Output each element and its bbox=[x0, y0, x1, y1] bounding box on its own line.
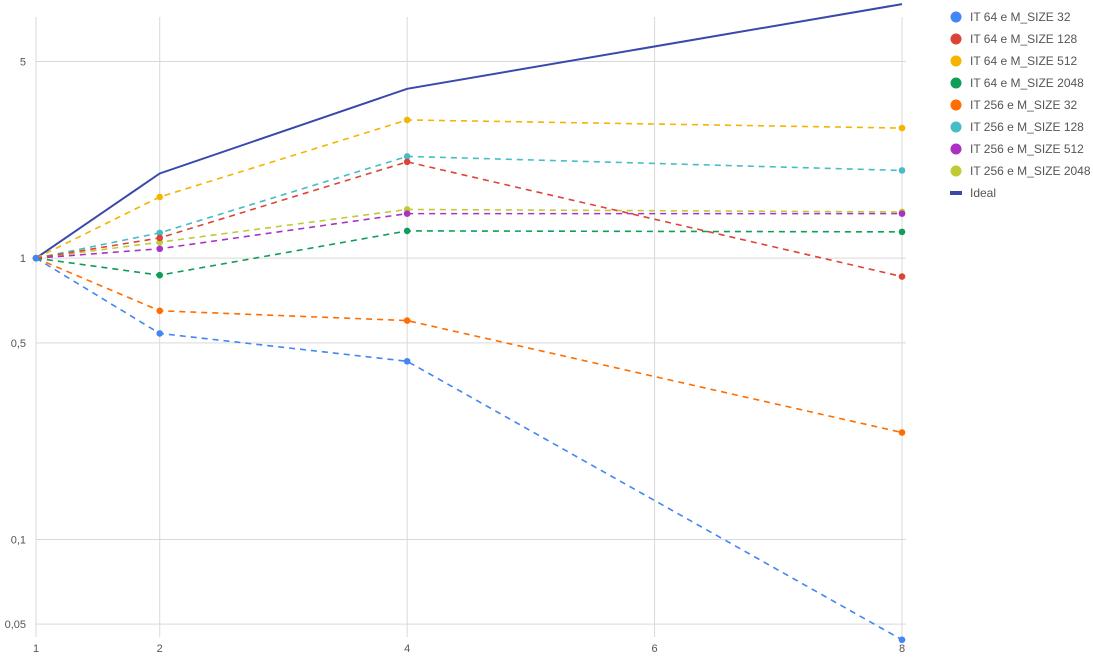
grid bbox=[35, 17, 906, 637]
data-point bbox=[403, 153, 411, 160]
data-point bbox=[156, 330, 164, 337]
legend-label: IT 64 e M_SIZE 128 bbox=[970, 32, 1077, 46]
data-point bbox=[156, 307, 164, 315]
series-line bbox=[35, 119, 903, 259]
y-tick-label: 0,1 bbox=[11, 534, 26, 546]
legend-label: IT 256 e M_SIZE 2048 bbox=[970, 164, 1091, 178]
legend-label: IT 64 e M_SIZE 512 bbox=[970, 54, 1077, 68]
legend-swatch bbox=[950, 121, 962, 133]
y-tick-label: 0,05 bbox=[5, 619, 26, 631]
series-it-256-e-m-size-512 bbox=[32, 210, 906, 262]
legend-item-it-64-e-m-size-2048[interactable]: IT 64 e M_SIZE 2048 bbox=[950, 76, 1085, 90]
series-it-256-e-m-size-128 bbox=[32, 153, 906, 262]
data-point bbox=[156, 193, 164, 201]
series-lines bbox=[32, 3, 906, 644]
data-point bbox=[898, 228, 906, 236]
data-point bbox=[898, 273, 906, 280]
series-it-64-e-m-size-32 bbox=[32, 254, 906, 644]
series-line bbox=[35, 257, 903, 641]
legend-item-it-64-e-m-size-128[interactable]: IT 64 e M_SIZE 128 bbox=[950, 32, 1078, 46]
data-point bbox=[156, 229, 164, 237]
legend-label: IT 256 e M_SIZE 32 bbox=[970, 98, 1077, 112]
data-point bbox=[156, 234, 164, 242]
legend-item-it-256-e-m-size-128[interactable]: IT 256 e M_SIZE 128 bbox=[950, 120, 1085, 134]
data-point bbox=[898, 429, 906, 436]
data-point bbox=[32, 254, 40, 262]
data-point bbox=[898, 167, 906, 174]
legend-swatch bbox=[950, 33, 962, 45]
x-axis-ticks: 1 2 4 6 8 bbox=[33, 643, 905, 655]
data-point bbox=[156, 271, 164, 279]
legend-label: IT 256 e M_SIZE 512 bbox=[970, 142, 1084, 156]
series-line bbox=[35, 257, 903, 434]
x-tick-label: 6 bbox=[652, 643, 658, 655]
series-ideal bbox=[35, 3, 903, 259]
legend-item-ideal[interactable]: Ideal bbox=[950, 186, 996, 200]
series-line bbox=[35, 155, 903, 259]
legend-swatch bbox=[950, 191, 962, 195]
y-tick-label: 1 bbox=[20, 253, 26, 265]
legend-label: IT 64 e M_SIZE 32 bbox=[970, 10, 1071, 24]
data-point bbox=[403, 116, 411, 124]
y-axis-ticks: 0,05 0,1 0,5 1 5 bbox=[5, 57, 26, 632]
legend-swatch bbox=[950, 99, 962, 111]
data-point bbox=[156, 245, 164, 253]
legend-swatch bbox=[950, 165, 962, 177]
data-point bbox=[898, 210, 906, 217]
data-point bbox=[403, 210, 411, 217]
legend-label: IT 64 e M_SIZE 2048 bbox=[970, 76, 1084, 90]
series-line bbox=[35, 161, 903, 278]
x-tick-label: 1 bbox=[33, 643, 39, 655]
legend: IT 64 e M_SIZE 32 IT 64 e M_SIZE 128 IT 64… bbox=[950, 10, 1091, 200]
legend-item-it-256-e-m-size-32[interactable]: IT 256 e M_SIZE 32 bbox=[950, 98, 1078, 112]
data-point bbox=[403, 357, 411, 365]
x-tick-label: 2 bbox=[157, 643, 163, 655]
legend-item-it-64-e-m-size-512[interactable]: IT 64 e M_SIZE 512 bbox=[950, 54, 1078, 68]
series-line bbox=[35, 3, 903, 259]
x-tick-label: 4 bbox=[404, 643, 410, 655]
legend-item-it-256-e-m-size-512[interactable]: IT 256 e M_SIZE 512 bbox=[950, 142, 1085, 156]
legend-swatch bbox=[950, 143, 962, 155]
data-point bbox=[403, 317, 411, 324]
data-point bbox=[898, 636, 906, 644]
series-line bbox=[35, 208, 903, 259]
series-line bbox=[35, 212, 902, 259]
legend-item-it-256-e-m-size-2048[interactable]: IT 256 e M_SIZE 2048 bbox=[950, 164, 1091, 178]
series-it-64-e-m-size-512 bbox=[32, 116, 906, 262]
data-point bbox=[403, 158, 411, 166]
legend-label: IT 256 e M_SIZE 128 bbox=[970, 120, 1084, 134]
y-tick-label: 5 bbox=[20, 57, 26, 69]
series-it-256-e-m-size-2048 bbox=[32, 206, 906, 262]
legend-label: Ideal bbox=[970, 186, 996, 200]
series-line bbox=[35, 230, 903, 276]
series-it-64-e-m-size-128 bbox=[32, 158, 906, 280]
y-tick-label: 0,5 bbox=[11, 338, 26, 350]
data-point bbox=[898, 124, 906, 132]
data-point bbox=[403, 227, 411, 235]
legend-swatch bbox=[950, 11, 962, 23]
series-it-64-e-m-size-2048 bbox=[32, 227, 906, 279]
legend-item-it-64-e-m-size-32[interactable]: IT 64 e M_SIZE 32 bbox=[950, 10, 1071, 24]
series-it-256-e-m-size-32 bbox=[32, 254, 906, 436]
x-tick-label: 8 bbox=[899, 643, 905, 655]
legend-swatch bbox=[950, 55, 962, 67]
legend-swatch bbox=[950, 77, 962, 89]
